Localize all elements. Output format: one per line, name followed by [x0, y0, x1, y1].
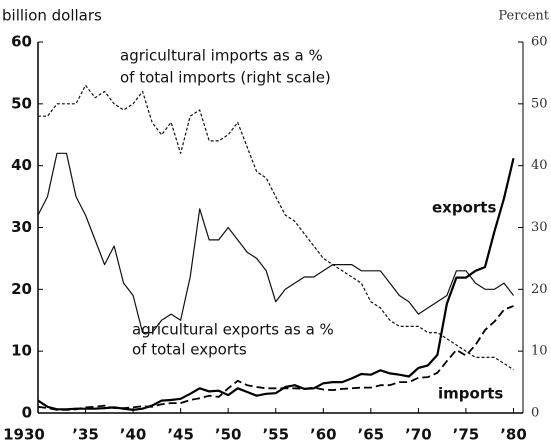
series-line: [37, 157, 515, 411]
x-tick-label: ’75: [453, 426, 480, 444]
y-tick-label: 20: [11, 280, 32, 298]
series-line: [38, 84, 514, 371]
x-tick-label: ’65: [358, 426, 385, 444]
annotation: agricultural exports as a %: [132, 321, 334, 339]
x-tick-label: ’70: [405, 426, 432, 444]
y-tick-label: 0: [22, 404, 32, 422]
y-tick-label: 50: [11, 94, 32, 112]
y2-tick-label: 10: [531, 344, 548, 359]
y-tick-label: 10: [11, 342, 32, 360]
y-tick-label: 30: [11, 218, 32, 236]
x-tick-label: ’35: [72, 426, 99, 444]
x-tick-label: ’60: [310, 426, 337, 444]
series-line: [37, 152, 514, 334]
y2-axis-label: Percent: [498, 9, 549, 24]
x-tick-label: ’55: [262, 426, 289, 444]
annotation: agricultural imports as a %: [120, 47, 323, 65]
y2-tick-label: 60: [531, 35, 548, 50]
y2-tick-label: 0: [531, 406, 539, 421]
x-tick-label: ’40: [120, 426, 147, 444]
annotation: imports: [438, 385, 503, 403]
annotation: exports: [432, 199, 496, 217]
x-tick-label: 1930: [3, 426, 45, 444]
x-tick-label: ’45: [167, 426, 194, 444]
annotation: of total exports: [132, 341, 247, 359]
y-tick-label: 60: [11, 33, 32, 51]
y-axis-label: billion dollars: [2, 7, 102, 25]
annotation: of total imports (right scale): [120, 69, 331, 87]
y-tick-label: 40: [11, 156, 32, 174]
series-line: [37, 305, 514, 411]
y2-tick-label: 40: [531, 158, 548, 173]
y2-tick-label: 50: [531, 96, 548, 111]
y2-tick-label: 20: [531, 282, 548, 297]
x-tick-label: ’50: [215, 426, 242, 444]
x-tick-label: ’80: [500, 426, 527, 444]
y2-tick-label: 30: [531, 220, 548, 235]
